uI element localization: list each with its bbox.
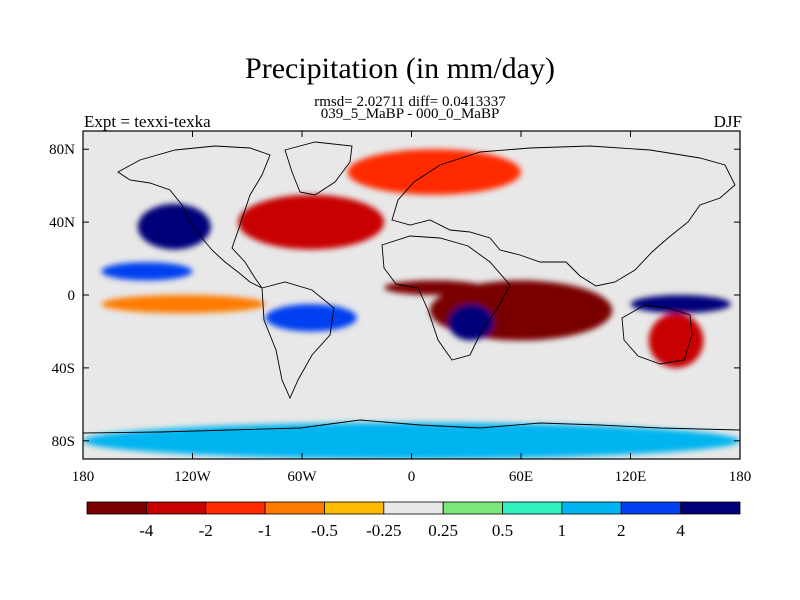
coast-greenland (284, 141, 353, 196)
colorbar-box (145, 501, 207, 515)
anomaly-region-4 (648, 313, 704, 368)
anomaly-region-5 (101, 295, 266, 314)
anomaly-region-11 (83, 422, 740, 459)
stats-line: rmsd= 2.02711 diff= 0.0413337 (314, 94, 506, 110)
anomaly-region-3 (347, 149, 521, 195)
y-tick-label: 80S (52, 434, 75, 450)
x-tick-label: 180 (72, 469, 95, 485)
experiment-names: 039_5_MaBP - 000_0_MaBP (320, 106, 500, 122)
colorbar-labels: -4 -2 -1 -0.5 -0.25 0.25 0.5 1 2 4 (139, 521, 685, 540)
anomaly-region-6 (265, 304, 357, 332)
anomaly-region-9 (137, 203, 211, 250)
colorbar-box (620, 501, 682, 515)
colorbar-level-label: -0.5 (311, 521, 338, 540)
colorbar-box (205, 501, 266, 515)
x-tick-label: 120E (615, 469, 647, 485)
colorbar-level-label: 1 (558, 521, 567, 540)
colorbar-box (561, 501, 622, 515)
y-tick-label: 80N (49, 142, 75, 158)
coast-africa (381, 235, 511, 361)
x-tick-label: 60E (509, 469, 533, 485)
colorbar-level-label: 4 (676, 521, 685, 540)
colorbar-box (86, 501, 147, 515)
season-label: DJF (713, 112, 742, 131)
anomaly-region-10 (101, 262, 193, 281)
anomaly-region-1 (384, 280, 485, 296)
experiment-label: Expt = texxi-texka (84, 112, 211, 131)
coast-eurasia (391, 145, 736, 287)
x-tick-label: 120W (174, 469, 212, 485)
colorbar-box (502, 501, 563, 515)
coast-north-america (117, 145, 271, 289)
x-tick-label: 180 (729, 469, 752, 485)
colorbar-box (264, 501, 325, 515)
colorbar-level-label: -1 (258, 521, 272, 540)
anomaly-region-7 (448, 304, 494, 341)
coastline-outlines (83, 141, 740, 434)
anomaly-region-2 (238, 194, 385, 250)
colorbar-level-label: 2 (617, 521, 626, 540)
colorbar-box (442, 501, 503, 515)
colorbar-level-label: -2 (199, 521, 213, 540)
colorbar-level-label: 0.25 (428, 521, 458, 540)
x-tick-label: 0 (408, 469, 416, 485)
y-tick-label: 40S (52, 361, 75, 377)
axis-ticks (82, 131, 741, 459)
y-tick-label: 40N (49, 215, 75, 231)
colorbar-level-label: -4 (139, 521, 154, 540)
colorbar-box (680, 501, 741, 515)
colorbar (86, 501, 741, 515)
coast-antarctica (83, 419, 740, 434)
x-tick-label: 60W (287, 469, 317, 485)
colorbar-box (383, 501, 444, 515)
coast-australia (621, 304, 693, 365)
chart-title: Precipitation (in mm/day) (245, 52, 555, 85)
colorbar-level-label: -0.25 (366, 521, 401, 540)
colorbar-box (324, 501, 385, 515)
coast-south-america (261, 281, 335, 400)
colorbar-level-label: 0.5 (492, 521, 513, 540)
map-field (83, 131, 740, 459)
axis-tick-labels: 180 120W 60W 0 60E 120E 180 80N 40N 0 40S 80S (49, 142, 751, 485)
anomaly-region-8 (630, 295, 731, 314)
y-tick-label: 0 (68, 288, 76, 304)
